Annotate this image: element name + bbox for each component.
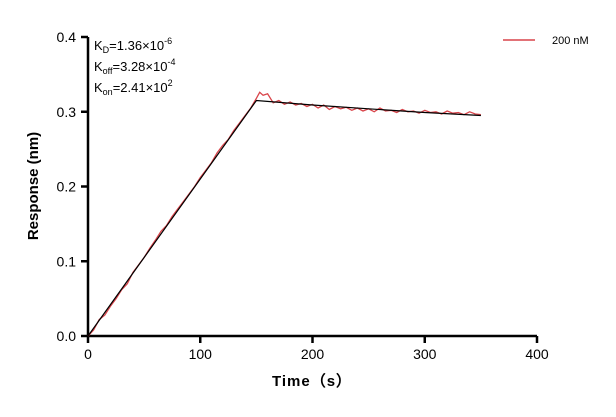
x-tick-label: 200 (301, 346, 325, 362)
axes: 0.0 0.1 0.2 0.3 0.4 0 100 200 300 400 (57, 29, 549, 362)
y-tick-label: 0.0 (57, 328, 77, 344)
koff-annotation: Koff=3.28×10-4 (94, 57, 175, 76)
legend: 200 nM (503, 35, 589, 47)
kon-annotation: Kon=2.41×102 (94, 78, 173, 97)
y-axis-label: Response (nm) (25, 132, 42, 240)
y-tick-label: 0.4 (57, 29, 77, 45)
series-layer (87, 91, 481, 337)
kinetics-annotation: KD=1.36×10-6 Koff=3.28×10-4 Kon=2.41×102 (94, 36, 175, 97)
legend-label: 200 nM (552, 35, 589, 47)
x-tick-label: 300 (413, 346, 437, 362)
x-tick-label: 100 (189, 346, 213, 362)
kd-annotation: KD=1.36×10-6 (94, 36, 172, 55)
x-axis-label: Time（s） (272, 372, 352, 390)
series-line-200nM (87, 91, 481, 337)
x-tick-label: 400 (525, 346, 549, 362)
y-tick-label: 0.3 (57, 104, 77, 120)
fit-line (87, 99, 481, 337)
x-tick-label: 0 (84, 346, 92, 362)
y-tick-label: 0.2 (57, 179, 77, 195)
y-tick-label: 0.1 (57, 253, 77, 269)
